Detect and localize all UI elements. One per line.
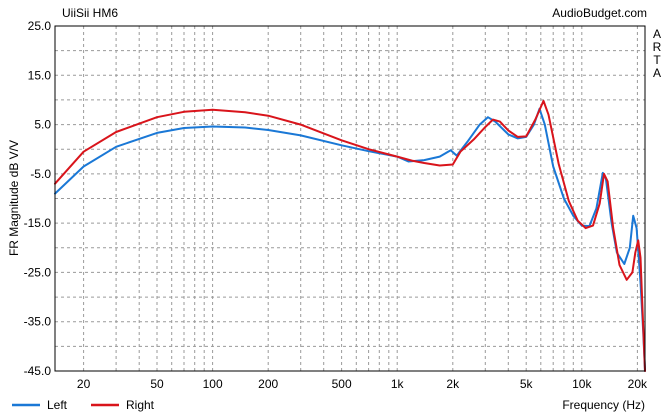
y-tick-label: 25.0 (28, 19, 52, 33)
side-label-letter: A (653, 27, 661, 41)
y-tick-label: -15.0 (24, 216, 52, 230)
series-line-right (54, 99, 646, 372)
x-tick-label: 20 (77, 377, 91, 391)
x-axis-label: Frequency (Hz) (562, 398, 645, 412)
x-tick-label: 20k (628, 377, 648, 391)
y-tick-label: -25.0 (24, 265, 52, 279)
series-line-left (54, 107, 646, 372)
chart-title: UiiSii HM6 (62, 6, 118, 20)
y-tick-label: -45.0 (24, 364, 52, 378)
y-tick-label: 5.0 (34, 118, 51, 132)
x-tick-label: 2k (446, 377, 460, 391)
plot-frame (54, 25, 646, 372)
legend-label-right: Right (126, 398, 155, 412)
x-tick-label: 5k (520, 377, 534, 391)
side-label-letter: T (653, 53, 661, 67)
y-axis-label: FR Magnitude dB V/V (7, 140, 21, 256)
watermark-text: AudioBudget.com (552, 6, 647, 20)
x-tick-label: 50 (150, 377, 164, 391)
y-tick-label: -5.0 (30, 167, 51, 181)
side-label-letter: R (653, 40, 662, 54)
legend: Left Right (12, 398, 155, 412)
y-tick-label: -35.0 (24, 315, 52, 329)
x-tick-label: 100 (203, 377, 223, 391)
y-tick-label: 15.0 (28, 68, 52, 82)
y-tick-labels: 25.0 15.0 5.0 -5.0 -15.0 -25.0 -35.0 -45.0 (24, 19, 52, 378)
x-tick-label: 200 (258, 377, 278, 391)
x-tick-label: 500 (332, 377, 352, 391)
series-lines (54, 99, 646, 372)
grid (55, 26, 645, 371)
x-tick-labels: 20 50 100 200 500 1k 2k 5k 10k 20k (77, 377, 648, 391)
legend-label-left: Left (47, 398, 68, 412)
x-tick-label: 1k (391, 377, 405, 391)
side-label-letter: A (653, 66, 661, 80)
x-tick-label: 10k (572, 377, 592, 391)
